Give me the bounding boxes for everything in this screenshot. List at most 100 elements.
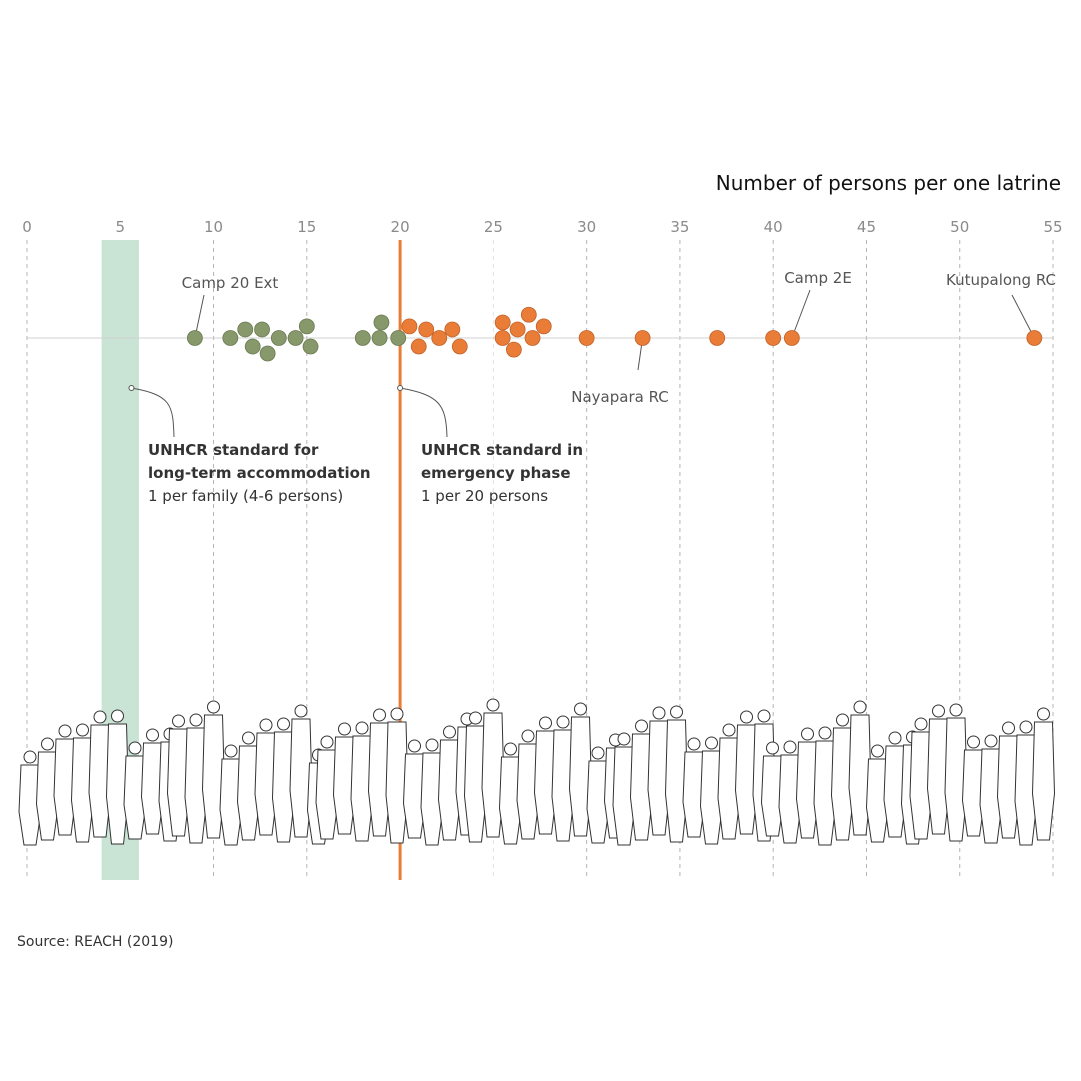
person-head bbox=[670, 705, 683, 719]
data-point bbox=[287, 330, 304, 346]
band-annotation-title: UNHCR standard for bbox=[148, 441, 319, 459]
person-figure bbox=[289, 704, 313, 838]
person-figure bbox=[463, 711, 488, 843]
person-figure bbox=[498, 742, 523, 845]
person-body bbox=[385, 721, 409, 844]
person-figure bbox=[664, 705, 689, 843]
person-figure bbox=[271, 717, 296, 843]
person-figure bbox=[795, 727, 820, 839]
person-head bbox=[390, 707, 404, 721]
person-head bbox=[617, 732, 631, 746]
person-figure bbox=[385, 707, 409, 844]
chart-title: Number of persons per one latrine bbox=[716, 171, 1061, 195]
point-label: Nayapara RC bbox=[571, 388, 668, 406]
data-point bbox=[494, 314, 511, 331]
x-tick-label: 25 bbox=[484, 218, 503, 236]
person-head bbox=[1037, 707, 1050, 721]
person-figure bbox=[53, 724, 77, 836]
person-head bbox=[757, 709, 771, 723]
data-point bbox=[410, 338, 427, 355]
person-figure bbox=[944, 703, 968, 842]
person-body bbox=[481, 712, 505, 838]
person-head bbox=[914, 717, 928, 731]
person-body bbox=[944, 717, 968, 842]
person-figure bbox=[516, 729, 540, 840]
person-body bbox=[201, 714, 226, 839]
data-point bbox=[390, 330, 407, 346]
person-head bbox=[294, 704, 308, 718]
data-point bbox=[509, 321, 526, 338]
person-figure bbox=[481, 698, 505, 838]
person-head bbox=[93, 710, 107, 724]
people-illustration bbox=[18, 698, 1056, 846]
line-annotation-anchor-dot bbox=[397, 385, 404, 391]
person-figure bbox=[350, 721, 374, 842]
band-annotation-leader bbox=[131, 387, 175, 438]
data-point bbox=[494, 330, 511, 346]
person-figure bbox=[105, 709, 130, 845]
person-head bbox=[635, 719, 648, 733]
person-head bbox=[320, 735, 334, 749]
person-head bbox=[224, 744, 238, 758]
person-head bbox=[469, 711, 482, 725]
person-head bbox=[949, 703, 963, 717]
person-head bbox=[23, 750, 37, 764]
person-figure bbox=[699, 736, 724, 845]
person-figure bbox=[201, 700, 226, 839]
person-head bbox=[888, 731, 902, 745]
person-figure bbox=[883, 731, 907, 838]
person-figure bbox=[865, 744, 890, 843]
data-point bbox=[244, 338, 261, 355]
data-point bbox=[578, 330, 595, 346]
person-body bbox=[1031, 721, 1056, 841]
person-head bbox=[740, 710, 753, 724]
label-leader-line bbox=[791, 289, 811, 339]
person-head bbox=[871, 744, 884, 758]
data-point bbox=[186, 330, 203, 346]
person-figure bbox=[533, 716, 558, 835]
person-head bbox=[932, 704, 945, 718]
x-tick-label: 30 bbox=[577, 218, 596, 236]
person-head bbox=[373, 708, 386, 722]
person-head bbox=[355, 721, 369, 735]
data-point bbox=[520, 306, 537, 323]
data-point bbox=[444, 321, 461, 338]
person-head bbox=[783, 740, 797, 754]
x-tick-label: 40 bbox=[764, 218, 783, 236]
person-head bbox=[591, 746, 605, 760]
data-point bbox=[524, 330, 541, 346]
person-head bbox=[1019, 720, 1033, 734]
person-head bbox=[766, 741, 779, 755]
person-head bbox=[486, 698, 500, 712]
person-figure bbox=[612, 732, 636, 846]
person-head bbox=[652, 706, 666, 720]
line-annotation-title: emergency phase bbox=[421, 464, 571, 482]
person-head bbox=[801, 727, 814, 741]
point-label: Camp 20 Ext bbox=[182, 274, 279, 292]
data-point bbox=[298, 318, 315, 335]
data-point bbox=[765, 330, 782, 346]
x-tick-label: 55 bbox=[1043, 218, 1062, 236]
x-tick-label: 35 bbox=[670, 218, 689, 236]
person-head bbox=[574, 702, 587, 716]
person-body bbox=[105, 723, 130, 845]
person-figure bbox=[996, 721, 1021, 839]
person-body bbox=[289, 718, 313, 838]
person-head bbox=[705, 736, 718, 750]
person-head bbox=[189, 713, 203, 727]
person-figure bbox=[140, 728, 165, 835]
data-point bbox=[783, 330, 800, 346]
data-point bbox=[535, 318, 552, 335]
person-head bbox=[408, 739, 421, 753]
person-head bbox=[277, 717, 290, 731]
data-point bbox=[259, 345, 276, 362]
point-label: Kutupalong RC bbox=[946, 271, 1056, 289]
person-head bbox=[984, 734, 998, 748]
band-annotation-anchor-dot bbox=[128, 385, 135, 391]
person-figure bbox=[332, 722, 357, 835]
source-note: Source: REACH (2019) bbox=[17, 934, 173, 950]
person-figure bbox=[848, 700, 872, 836]
person-figure bbox=[568, 702, 593, 837]
person-head bbox=[722, 723, 736, 737]
